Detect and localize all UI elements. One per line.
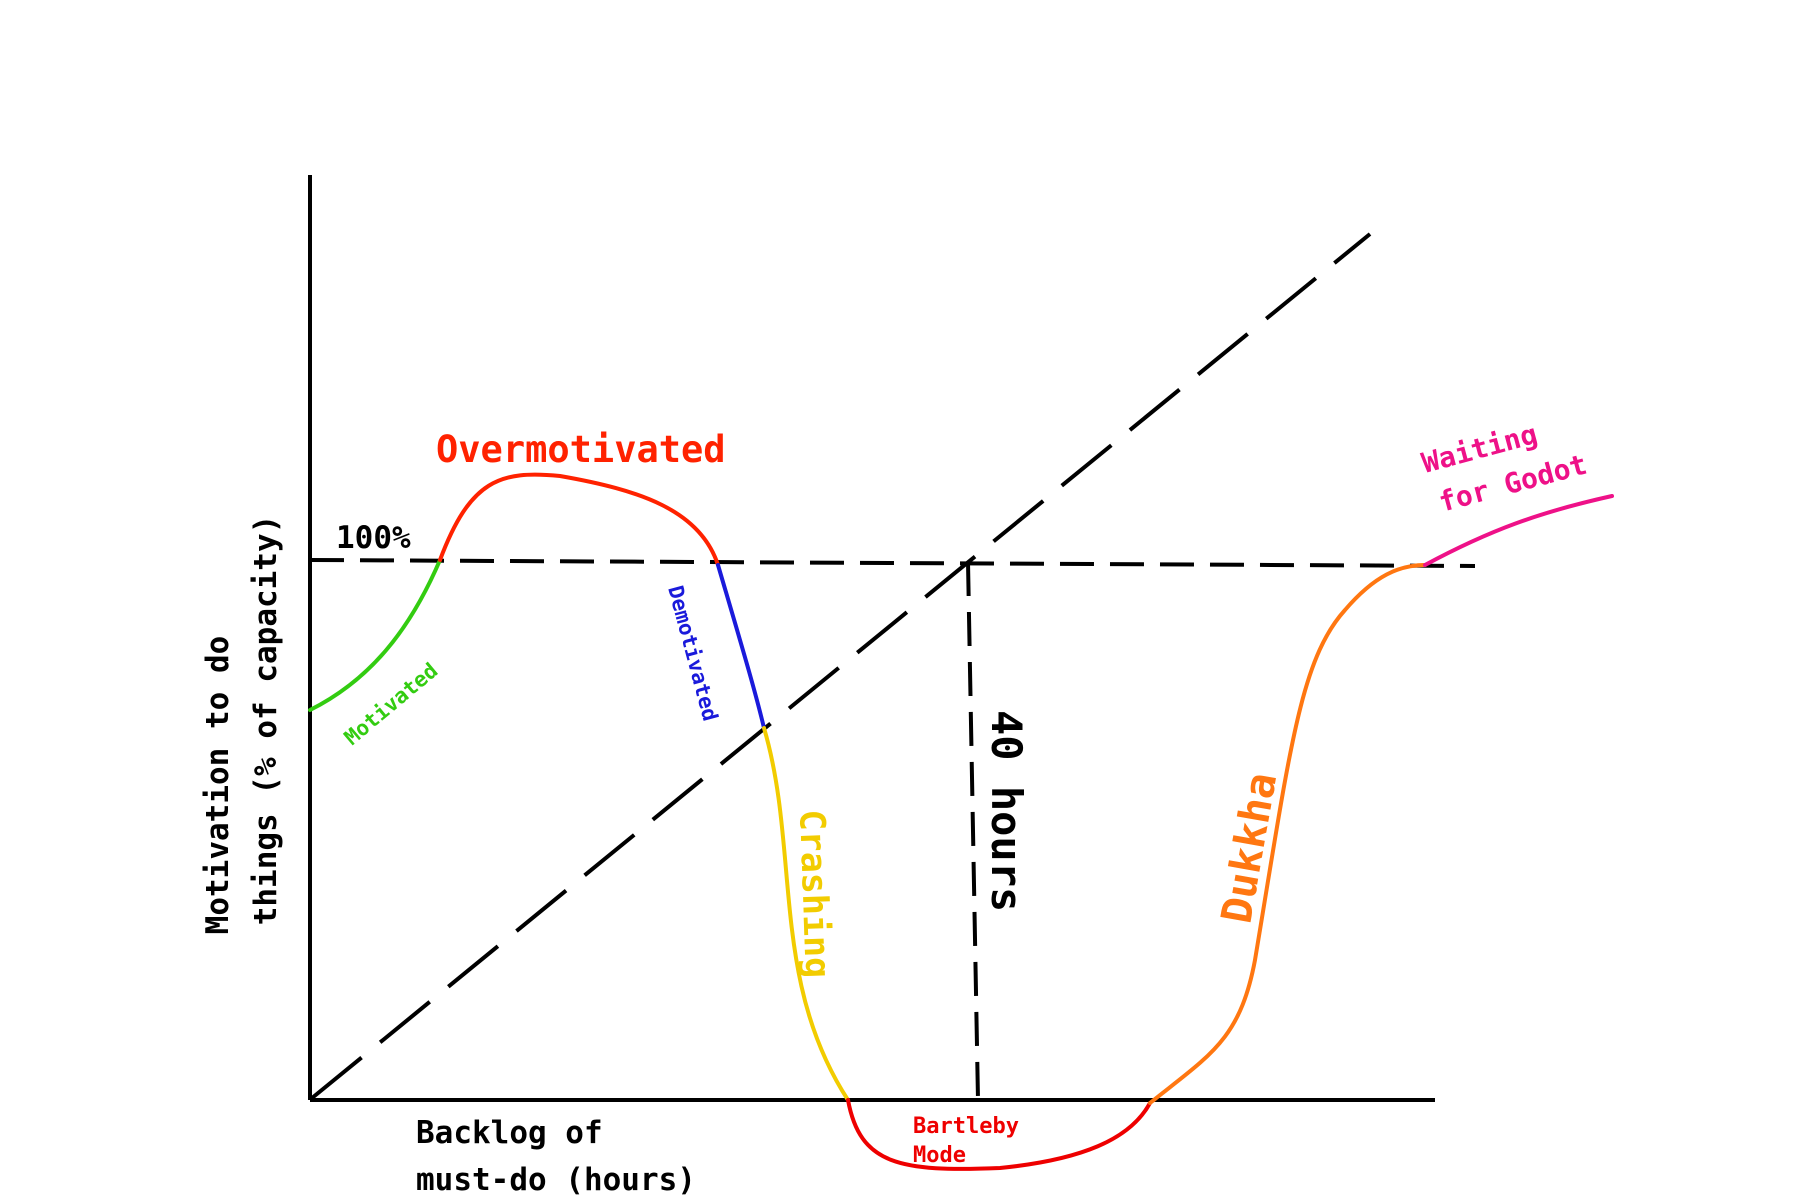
crashing-segment	[762, 726, 850, 1102]
capacity-100-guide-line	[309, 558, 1476, 568]
overmotivated-label: Overmotivated	[436, 428, 726, 471]
motivated-label: Motivated	[340, 658, 443, 750]
bartleby-label-line2: Mode	[913, 1143, 966, 1168]
y-axis-label-line2: things (% of capacity)	[248, 515, 284, 926]
x-axis-label-line1: Backlog of	[416, 1115, 603, 1151]
forty-hours-guide-line	[966, 561, 980, 1101]
capacity-100-label: 100%	[336, 520, 411, 556]
crashing-label: Crashing	[791, 809, 837, 979]
y-axis-label-line1: Motivation to do	[200, 636, 236, 935]
demotivated-segment	[716, 563, 766, 730]
overmotivated-segment	[438, 472, 720, 567]
x-axis-label-line2: must-do (hours)	[416, 1162, 696, 1198]
waiting-for-godot-segment	[1423, 494, 1614, 567]
bartleby-label-line1: Bartleby	[913, 1114, 1019, 1139]
forty-hours-label: 40 hours	[982, 710, 1031, 912]
motivated-segment	[308, 558, 442, 712]
demotivated-label: Demotivated	[663, 583, 722, 724]
bartleby-segment	[846, 1098, 1152, 1171]
dukkha-segment	[1148, 563, 1427, 1105]
diagonal-guide-line	[310, 232, 1372, 1100]
